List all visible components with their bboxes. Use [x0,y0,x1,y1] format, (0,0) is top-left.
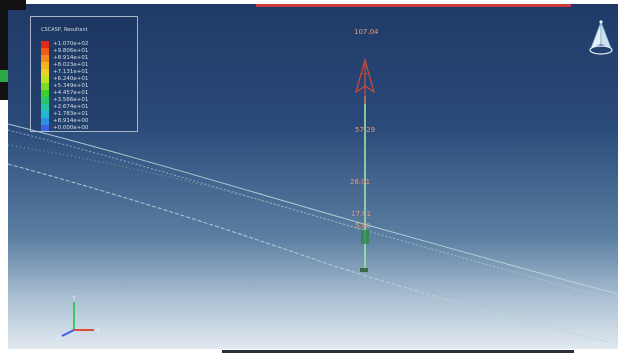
legend-swatch [41,48,49,55]
legend-swatch [41,104,49,111]
legend-value: +3.566e+01 [53,97,89,103]
bottom-edge-bar [222,350,574,353]
legend-value: +0.000e+00 [53,125,89,131]
legend-row: +8.914e+01 [41,55,131,62]
legend-row: +7.131e+01 [41,69,131,76]
view-manipulator-icon[interactable] [586,18,616,62]
value-label-2: 26.01 [350,178,370,186]
axis-y-label: Y [71,295,76,302]
member-foot [360,268,368,272]
legend-row: +2.674e+01 [41,104,131,111]
value-label-3: 17.01 [351,210,371,218]
legend-value: +4.457e+01 [53,90,89,96]
vertical-member [360,96,369,272]
legend-swatch [41,69,49,76]
legend-swatch [41,97,49,104]
legend-row: +1.783e+01 [41,111,131,118]
legend-row: +5.349e+01 [41,83,131,90]
lower-curve [8,163,609,343]
legend-value: +6.240e+01 [53,76,89,82]
legend-swatch [41,90,49,97]
legend-row: +8.023e+01 [41,62,131,69]
legend-swatch [41,76,49,83]
upper-curve [8,123,618,295]
legend-swatch [41,62,49,69]
legend-row: +3.566e+01 [41,97,131,104]
left-green-tab [0,70,8,82]
value-label-1: 57.29 [355,126,375,134]
legend-title: CSCASP, Resultant [41,27,88,33]
upper-curve-secondary [8,129,618,301]
legend-value: +8.023e+01 [53,62,89,68]
legend-swatch [41,55,49,62]
structure-lines [8,123,618,343]
corner-block [0,0,26,10]
legend-row: +9.806e+01 [41,48,131,55]
model-scene[interactable]: 107.04 57.29 26.01 17.01 5.40 [8,4,618,349]
legend-row: +4.457e+01 [41,90,131,97]
legend-row: +0.000e+00 [41,125,131,131]
legend-swatch [41,41,49,48]
load-arrow [354,57,376,104]
legend-value: +1.783e+01 [53,111,89,117]
arrowhead-icon [354,57,376,94]
legend-value: +9.806e+01 [53,48,89,54]
legend-value: +1.070e+02 [53,41,89,47]
legend-swatch [41,125,49,131]
legend-value: +2.674e+01 [53,104,89,110]
legend-row: +6.240e+01 [41,76,131,83]
value-label-top: 107.04 [354,28,379,36]
thin-curve [8,144,364,231]
left-edge-strip [0,0,8,100]
legend-value: +8.914e+00 [53,118,89,124]
legend-row: +8.914e+00 [41,118,131,125]
legend-value: +5.349e+01 [53,83,89,89]
legend-row: +1.070e+02 [41,41,131,48]
legend-swatch [41,118,49,125]
top-accent-bar [256,4,571,7]
legend-value: +7.131e+01 [53,69,89,75]
axis-x-label: X [96,327,100,334]
axis-triad-icon: Y X Z [56,295,100,342]
axis-z-label: Z [56,335,60,342]
member-base [361,230,369,244]
legend-value: +8.914e+01 [53,55,89,61]
contour-legend: CSCASP, Resultant +1.070e+02 +9.806e+01 … [30,16,138,132]
legend-swatch [41,111,49,118]
viewport[interactable]: CSCASP, Resultant +1.070e+02 +9.806e+01 … [8,4,618,349]
legend-swatch [41,83,49,90]
value-label-4: 5.40 [355,222,371,230]
